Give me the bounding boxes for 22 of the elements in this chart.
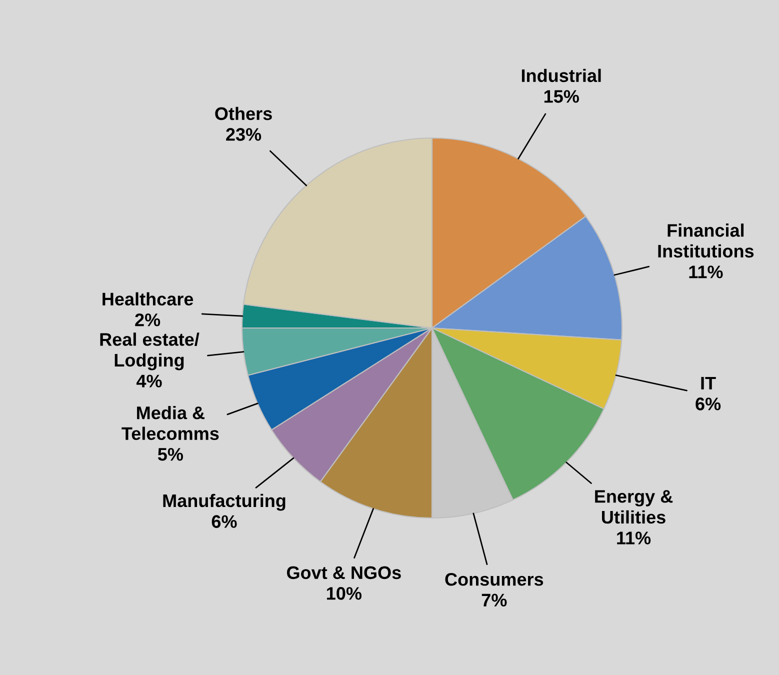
slice-label: Healthcare bbox=[102, 292, 194, 306]
slice-label: Financial Institutions bbox=[658, 224, 754, 258]
data-label: 4% bbox=[136, 374, 162, 388]
data-label: 2% bbox=[135, 314, 160, 326]
data-label: 7% bbox=[482, 594, 507, 606]
data-label: 6% bbox=[696, 398, 721, 410]
slice-label: Others bbox=[215, 106, 272, 120]
slice-label: Energy & Utilities bbox=[595, 490, 673, 524]
slice-label: Industrial bbox=[522, 68, 601, 82]
slice-label: IT bbox=[701, 376, 716, 390]
slice-label: Real estate/ Lodging bbox=[100, 332, 200, 370]
data-label: 15% bbox=[544, 90, 579, 103]
slice-label: Media & Telecomms bbox=[122, 406, 219, 440]
slice-label: Manufacturing bbox=[163, 494, 286, 511]
data-label: 11% bbox=[689, 266, 723, 278]
data-label: 5% bbox=[158, 448, 184, 461]
slice-label: Consumers bbox=[445, 572, 544, 586]
data-label: 11% bbox=[617, 532, 651, 544]
data-label: 6% bbox=[212, 515, 237, 528]
slice-label: Govt & NGOs bbox=[286, 566, 401, 580]
data-label: 10% bbox=[327, 587, 362, 600]
data-label: 23% bbox=[226, 128, 262, 141]
